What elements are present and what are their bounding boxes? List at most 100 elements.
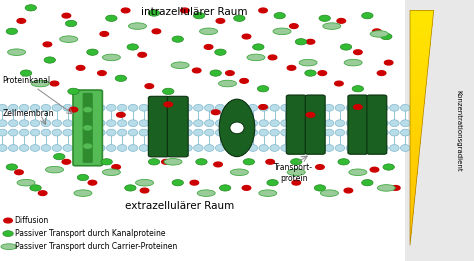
Ellipse shape <box>204 120 214 127</box>
FancyBboxPatch shape <box>286 95 306 154</box>
Ellipse shape <box>200 28 218 34</box>
Ellipse shape <box>390 120 399 127</box>
Bar <box>410 22 432 26</box>
Ellipse shape <box>128 23 146 29</box>
Ellipse shape <box>204 145 214 151</box>
Ellipse shape <box>30 104 40 111</box>
Ellipse shape <box>323 23 341 29</box>
Ellipse shape <box>377 185 395 191</box>
Circle shape <box>6 28 18 34</box>
Ellipse shape <box>194 129 203 136</box>
Ellipse shape <box>172 129 182 136</box>
Circle shape <box>15 170 23 175</box>
Circle shape <box>4 218 12 223</box>
Ellipse shape <box>302 120 312 127</box>
Ellipse shape <box>335 145 345 151</box>
Ellipse shape <box>226 120 236 127</box>
Ellipse shape <box>226 129 236 136</box>
Bar <box>410 116 423 120</box>
Ellipse shape <box>281 145 290 151</box>
Circle shape <box>253 44 264 50</box>
FancyBboxPatch shape <box>367 95 387 154</box>
Ellipse shape <box>313 145 323 151</box>
Bar <box>410 202 414 206</box>
Ellipse shape <box>313 129 323 136</box>
Circle shape <box>383 164 394 170</box>
Ellipse shape <box>401 145 410 151</box>
Ellipse shape <box>150 120 160 127</box>
Ellipse shape <box>46 167 64 173</box>
Ellipse shape <box>357 120 366 127</box>
Circle shape <box>362 180 373 186</box>
Ellipse shape <box>41 104 51 111</box>
Circle shape <box>62 159 71 164</box>
FancyBboxPatch shape <box>348 95 368 154</box>
Ellipse shape <box>401 104 410 111</box>
Ellipse shape <box>96 120 105 127</box>
Circle shape <box>117 112 125 117</box>
Circle shape <box>190 180 199 185</box>
Ellipse shape <box>9 120 18 127</box>
Ellipse shape <box>204 129 214 136</box>
Circle shape <box>65 20 77 27</box>
Ellipse shape <box>74 120 83 127</box>
Ellipse shape <box>292 145 301 151</box>
Circle shape <box>381 33 392 40</box>
Bar <box>410 171 418 175</box>
Circle shape <box>259 8 267 13</box>
Bar <box>410 104 424 108</box>
Ellipse shape <box>247 54 265 61</box>
Circle shape <box>295 39 307 45</box>
Bar <box>410 30 432 34</box>
Bar <box>410 14 433 18</box>
Ellipse shape <box>335 120 345 127</box>
Ellipse shape <box>346 145 356 151</box>
Bar <box>410 57 429 61</box>
Ellipse shape <box>96 145 105 151</box>
Ellipse shape <box>172 104 182 111</box>
Ellipse shape <box>19 129 29 136</box>
Circle shape <box>292 180 301 185</box>
Text: Zellmembran: Zellmembran <box>2 109 54 118</box>
Circle shape <box>214 162 222 167</box>
Text: Passiver Transport durch Carrier-Proteinen: Passiver Transport durch Carrier-Protein… <box>15 242 177 251</box>
Circle shape <box>172 180 183 186</box>
Ellipse shape <box>194 120 203 127</box>
Circle shape <box>337 19 346 23</box>
Circle shape <box>291 159 302 165</box>
Ellipse shape <box>30 120 40 127</box>
Bar <box>410 65 428 69</box>
Ellipse shape <box>128 129 138 136</box>
Ellipse shape <box>379 129 388 136</box>
Bar <box>410 175 417 179</box>
Circle shape <box>354 50 362 55</box>
Circle shape <box>211 110 220 115</box>
Ellipse shape <box>171 62 189 68</box>
Circle shape <box>338 159 349 165</box>
Circle shape <box>125 185 136 191</box>
Ellipse shape <box>8 49 26 55</box>
Circle shape <box>259 105 267 109</box>
Bar <box>410 179 417 183</box>
Ellipse shape <box>230 169 248 175</box>
Ellipse shape <box>52 120 62 127</box>
Circle shape <box>316 165 324 169</box>
Ellipse shape <box>313 104 323 111</box>
Ellipse shape <box>63 104 73 111</box>
Ellipse shape <box>248 145 257 151</box>
Ellipse shape <box>281 120 290 127</box>
Ellipse shape <box>237 129 246 136</box>
Ellipse shape <box>96 129 105 136</box>
Ellipse shape <box>128 145 138 151</box>
Ellipse shape <box>118 129 127 136</box>
Circle shape <box>373 29 381 34</box>
Circle shape <box>266 159 274 164</box>
Ellipse shape <box>401 129 410 136</box>
Ellipse shape <box>52 129 62 136</box>
Circle shape <box>240 79 248 83</box>
Ellipse shape <box>161 120 171 127</box>
Ellipse shape <box>102 169 120 175</box>
Ellipse shape <box>259 129 268 136</box>
Circle shape <box>305 70 316 76</box>
Ellipse shape <box>320 190 338 197</box>
